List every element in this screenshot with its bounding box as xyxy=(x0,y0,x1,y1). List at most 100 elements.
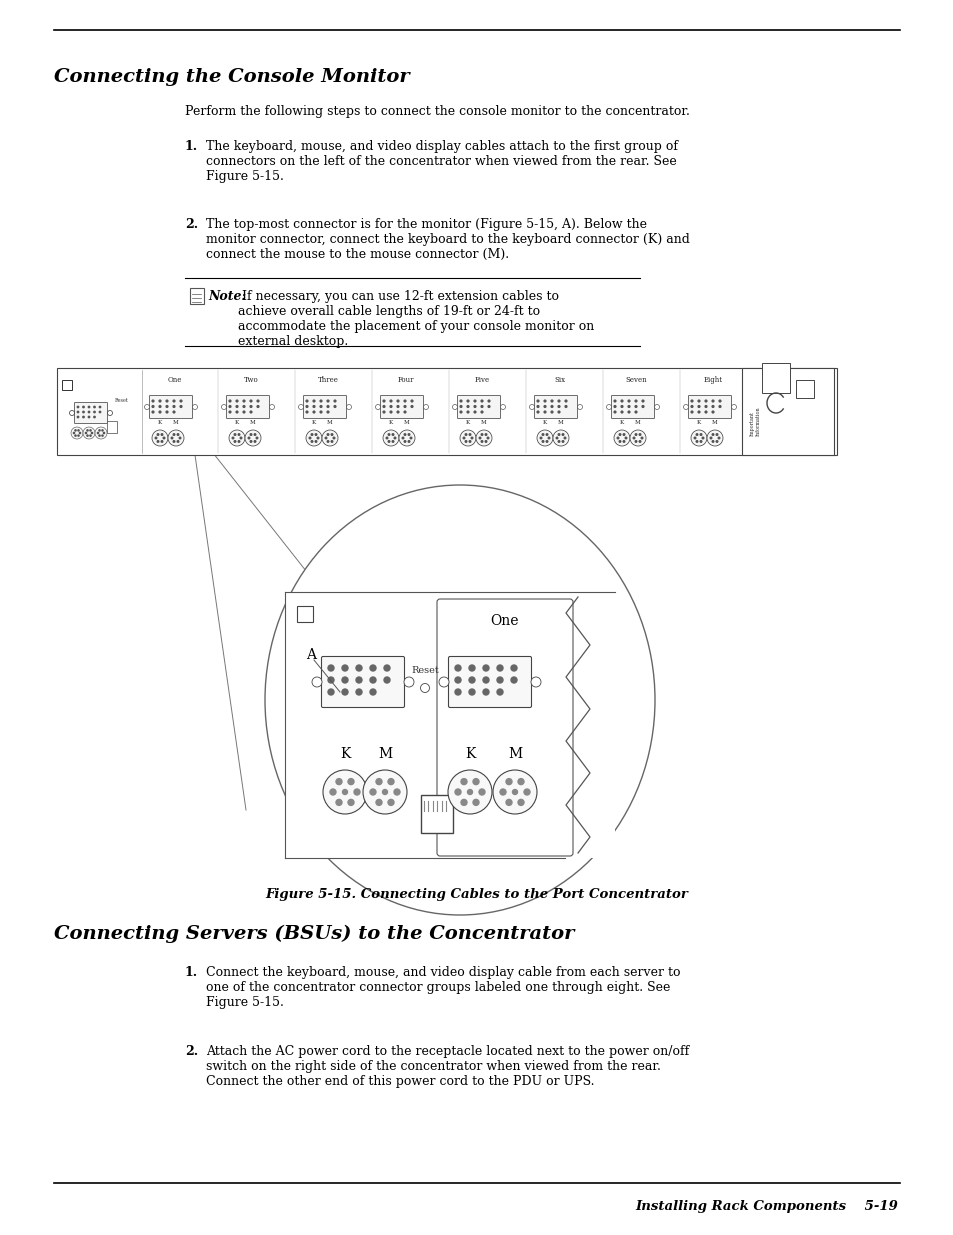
Circle shape xyxy=(455,664,460,671)
Circle shape xyxy=(327,433,329,435)
Text: The keyboard, mouse, and video display cables attach to the first group of
conne: The keyboard, mouse, and video display c… xyxy=(206,140,678,183)
Circle shape xyxy=(180,400,182,401)
Circle shape xyxy=(355,689,361,695)
Circle shape xyxy=(93,416,95,417)
Circle shape xyxy=(531,677,540,687)
Circle shape xyxy=(618,441,620,442)
Circle shape xyxy=(152,405,153,408)
Circle shape xyxy=(166,400,168,401)
Circle shape xyxy=(322,430,337,446)
Circle shape xyxy=(460,799,467,805)
Text: 2.: 2. xyxy=(185,1045,198,1058)
Circle shape xyxy=(163,437,165,438)
FancyBboxPatch shape xyxy=(688,395,731,419)
Circle shape xyxy=(245,430,261,446)
Circle shape xyxy=(172,405,174,408)
Circle shape xyxy=(309,437,311,438)
Circle shape xyxy=(463,437,464,438)
Circle shape xyxy=(459,411,461,412)
Circle shape xyxy=(537,430,553,446)
Circle shape xyxy=(480,411,482,412)
Circle shape xyxy=(731,405,736,410)
Circle shape xyxy=(256,405,258,408)
Circle shape xyxy=(517,799,523,805)
Circle shape xyxy=(700,441,701,442)
Circle shape xyxy=(480,433,482,435)
Circle shape xyxy=(487,437,488,438)
Text: 1.: 1. xyxy=(185,966,198,979)
Circle shape xyxy=(696,433,697,435)
Text: One: One xyxy=(167,375,181,384)
Circle shape xyxy=(704,411,706,412)
Bar xyxy=(107,421,117,433)
Text: Connecting the Console Monitor: Connecting the Console Monitor xyxy=(54,68,409,86)
Circle shape xyxy=(543,411,545,412)
Circle shape xyxy=(172,411,174,412)
Circle shape xyxy=(561,441,563,442)
Circle shape xyxy=(404,411,405,412)
FancyBboxPatch shape xyxy=(457,395,500,419)
Circle shape xyxy=(558,433,559,435)
Circle shape xyxy=(370,789,375,795)
Circle shape xyxy=(700,433,701,435)
Circle shape xyxy=(396,400,398,401)
Circle shape xyxy=(465,433,466,435)
Circle shape xyxy=(229,411,231,412)
Circle shape xyxy=(250,433,252,435)
Circle shape xyxy=(719,400,720,401)
Circle shape xyxy=(298,405,303,410)
Circle shape xyxy=(635,405,637,408)
Circle shape xyxy=(558,441,559,442)
Circle shape xyxy=(706,430,722,446)
Circle shape xyxy=(235,411,237,412)
Circle shape xyxy=(77,416,78,417)
Text: M: M xyxy=(377,747,392,761)
Circle shape xyxy=(404,441,405,442)
Circle shape xyxy=(341,689,348,695)
Circle shape xyxy=(390,400,392,401)
Circle shape xyxy=(493,769,537,814)
Text: M: M xyxy=(480,420,486,425)
Text: Connecting Servers (BSUs) to the Concentrator: Connecting Servers (BSUs) to the Concent… xyxy=(54,925,574,944)
Text: Important
Information: Important Information xyxy=(749,406,760,436)
Circle shape xyxy=(408,433,410,435)
Circle shape xyxy=(243,405,245,408)
Circle shape xyxy=(232,437,233,438)
Circle shape xyxy=(469,677,475,683)
Circle shape xyxy=(180,405,182,408)
Circle shape xyxy=(478,789,484,795)
Circle shape xyxy=(346,405,351,410)
Circle shape xyxy=(157,433,158,435)
Circle shape xyxy=(193,405,197,410)
Circle shape xyxy=(312,677,322,687)
Circle shape xyxy=(99,411,101,412)
Circle shape xyxy=(537,405,538,408)
Circle shape xyxy=(622,433,624,435)
Text: Five: Five xyxy=(475,375,490,384)
Circle shape xyxy=(469,441,471,442)
Circle shape xyxy=(556,437,558,438)
Circle shape xyxy=(240,437,241,438)
Text: Installing Rack Components    5-19: Installing Rack Components 5-19 xyxy=(635,1200,897,1213)
Circle shape xyxy=(250,441,252,442)
Circle shape xyxy=(311,441,313,442)
Circle shape xyxy=(505,799,512,805)
Circle shape xyxy=(402,437,403,438)
Circle shape xyxy=(698,400,700,401)
Bar xyxy=(57,368,836,454)
Circle shape xyxy=(635,441,637,442)
Circle shape xyxy=(323,769,367,814)
Circle shape xyxy=(93,411,95,412)
Circle shape xyxy=(77,411,78,412)
Circle shape xyxy=(159,405,161,408)
Circle shape xyxy=(348,799,354,805)
Circle shape xyxy=(438,677,449,687)
Circle shape xyxy=(537,400,538,401)
Text: Reset: Reset xyxy=(115,398,129,403)
Text: A: A xyxy=(306,648,315,662)
Circle shape xyxy=(161,441,163,442)
Circle shape xyxy=(233,441,235,442)
Circle shape xyxy=(333,437,335,438)
Circle shape xyxy=(716,441,717,442)
Circle shape xyxy=(633,437,634,438)
